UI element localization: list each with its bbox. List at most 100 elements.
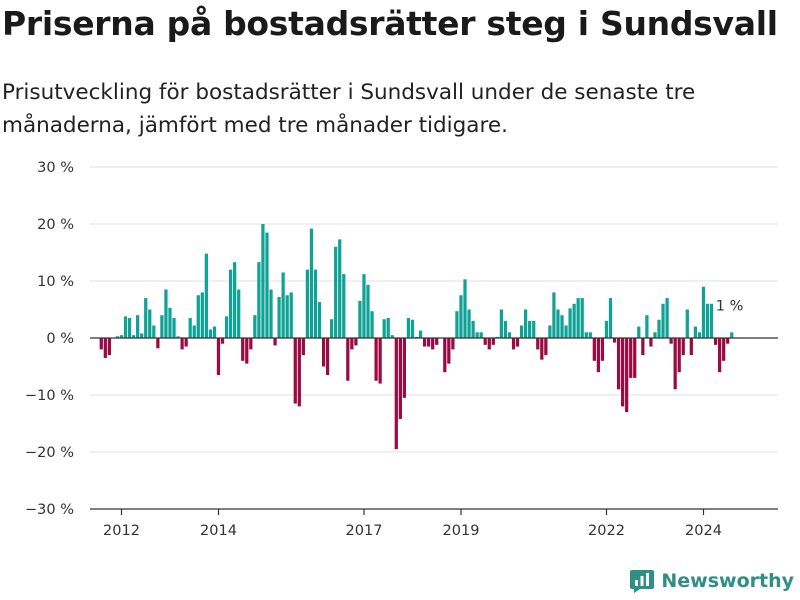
bar xyxy=(358,300,362,338)
bar xyxy=(600,338,605,361)
bar xyxy=(548,325,552,338)
bar xyxy=(313,269,318,338)
bar xyxy=(216,338,221,376)
bar xyxy=(160,315,164,338)
x-tick-label: 2017 xyxy=(346,523,383,539)
bar xyxy=(467,309,471,338)
bar xyxy=(152,325,156,338)
x-tick-label: 2022 xyxy=(588,523,625,539)
bar xyxy=(390,335,394,338)
bar xyxy=(722,338,726,361)
bar xyxy=(515,338,520,347)
bar xyxy=(253,315,257,338)
newsworthy-logo-icon xyxy=(630,570,655,593)
bar xyxy=(249,338,253,350)
bar xyxy=(305,269,310,338)
bar xyxy=(119,335,124,338)
bar xyxy=(592,338,596,361)
bar xyxy=(633,338,637,378)
bar xyxy=(422,338,427,347)
bar xyxy=(483,338,487,345)
bar xyxy=(665,298,669,338)
bar xyxy=(528,320,532,338)
bar xyxy=(681,338,685,356)
bar xyxy=(301,338,305,356)
bar xyxy=(265,232,269,338)
bar xyxy=(99,338,103,350)
bar xyxy=(366,284,370,338)
bar xyxy=(144,298,148,338)
bar xyxy=(317,302,322,338)
bar xyxy=(245,338,249,364)
bar xyxy=(325,338,330,376)
bar xyxy=(511,338,516,350)
bar xyxy=(612,338,617,343)
bar xyxy=(233,262,237,338)
bar xyxy=(503,320,508,338)
bar xyxy=(524,309,528,338)
bar xyxy=(726,338,730,344)
bar xyxy=(629,338,633,378)
bar xyxy=(378,338,382,384)
bar xyxy=(519,325,524,338)
bar xyxy=(224,316,229,338)
bar xyxy=(544,338,548,356)
bar xyxy=(596,338,600,373)
chart-title: Priserna på bostadsrätter steg i Sundsva… xyxy=(2,4,778,43)
bar xyxy=(621,338,625,407)
bar xyxy=(200,292,204,338)
bar xyxy=(507,332,512,338)
y-tick-label: 0 % xyxy=(46,331,74,347)
bar xyxy=(410,319,415,338)
bar xyxy=(354,338,358,346)
x-tick-label: 2014 xyxy=(200,523,237,539)
bar xyxy=(220,338,225,344)
bar xyxy=(289,292,293,338)
bar xyxy=(293,338,297,404)
bar xyxy=(685,309,689,338)
bar xyxy=(459,295,463,338)
bar xyxy=(661,303,665,338)
bar xyxy=(604,320,609,338)
bar xyxy=(350,338,354,350)
bar xyxy=(536,338,540,350)
bar xyxy=(677,338,681,373)
bar xyxy=(237,289,241,338)
bar xyxy=(140,333,144,338)
bar xyxy=(172,318,176,338)
bar xyxy=(435,338,439,345)
bar xyxy=(540,338,544,360)
bar xyxy=(386,318,390,338)
bar xyxy=(241,338,245,361)
bar xyxy=(693,326,697,338)
y-tick-label: 30 % xyxy=(37,160,74,176)
bar xyxy=(261,224,265,338)
bar xyxy=(342,274,346,338)
x-tick-label: 2019 xyxy=(443,523,480,539)
bar xyxy=(645,315,649,338)
brand-logo: Newsworthy xyxy=(629,564,794,598)
bar xyxy=(556,309,560,338)
y-tick-label: −20 % xyxy=(25,445,74,461)
axis-layer: 30 % 20 % 10 % 0 % −10 % −20 % −30 % 2012 2014 20… xyxy=(25,160,778,539)
x-tick-label: 2024 xyxy=(685,523,722,539)
bar xyxy=(196,295,200,338)
bar xyxy=(576,298,580,338)
bar xyxy=(184,338,188,347)
bar xyxy=(701,286,706,338)
bar xyxy=(164,289,168,338)
bar xyxy=(370,311,374,338)
bar xyxy=(127,318,132,338)
bar-layer xyxy=(99,224,734,450)
bar xyxy=(657,319,661,338)
bar xyxy=(616,338,621,390)
bar xyxy=(394,338,398,450)
bar xyxy=(338,239,342,338)
bar xyxy=(321,338,326,367)
bar xyxy=(168,307,172,338)
bar xyxy=(148,309,152,338)
bar xyxy=(649,338,653,347)
bar xyxy=(330,319,334,338)
bar xyxy=(212,326,217,338)
